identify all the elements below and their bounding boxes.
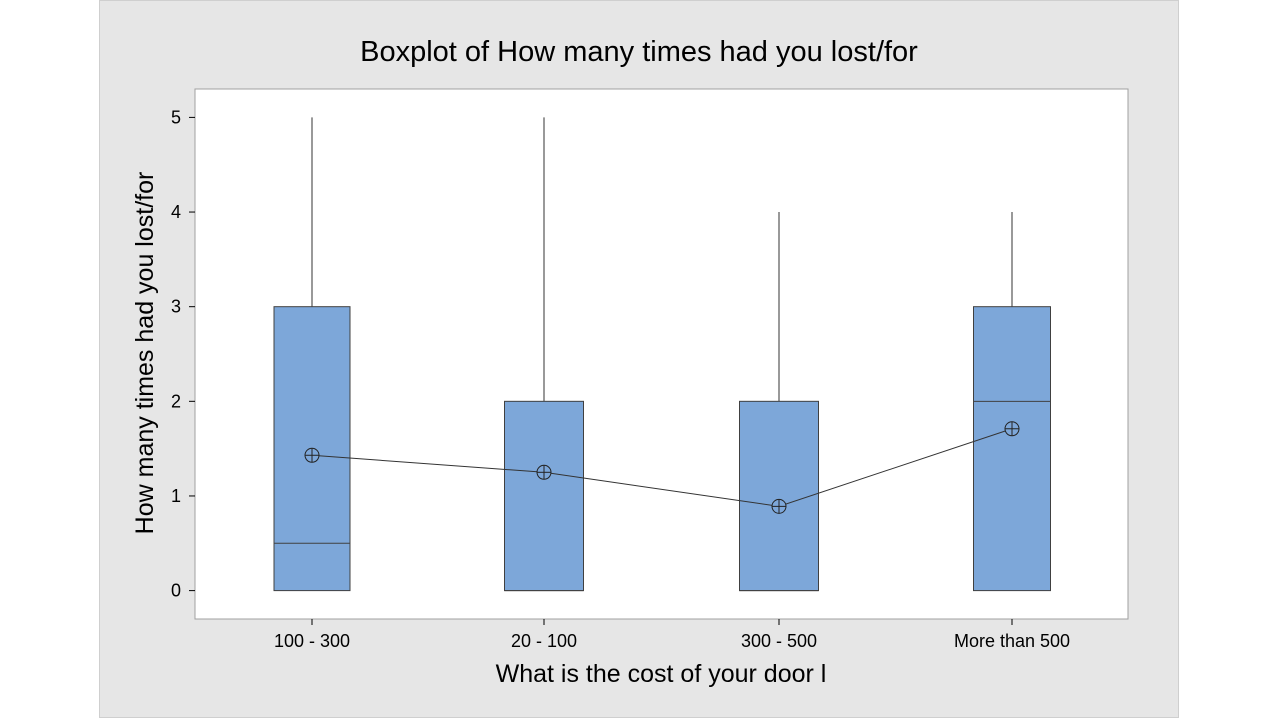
x-tick-label: 300 - 500: [741, 631, 817, 651]
mean-connect-line: [311, 428, 1013, 507]
boxes-group: [273, 117, 1051, 592]
iqr-box: [973, 306, 1051, 592]
iqr-box: [739, 400, 819, 592]
y-axis: 0 1 2 3 4 5: [171, 107, 195, 601]
mean-symbol: [536, 464, 552, 480]
y-axis-title: How many times had you lost/for: [131, 172, 159, 535]
y-tick-label: 1: [171, 486, 181, 506]
box-2: [739, 212, 819, 592]
mean-symbol: [1004, 421, 1020, 437]
chart-frame: Boxplot of How many times had you lost/f…: [99, 0, 1179, 718]
x-tick-label: More than 500: [954, 631, 1070, 651]
y-tick-label: 2: [171, 391, 181, 411]
mean-symbol: [771, 498, 787, 514]
x-tick-label: 100 - 300: [274, 631, 350, 651]
box-1: [504, 117, 584, 592]
y-tick-label: 0: [171, 581, 181, 601]
y-tick-label: 5: [171, 107, 181, 127]
chart-title: Boxplot of How many times had you lost/f…: [360, 36, 918, 68]
x-tick-label: 20 - 100: [511, 631, 577, 651]
mean-group: [304, 421, 1020, 514]
boxplot-chart: Boxplot of How many times had you lost/f…: [131, 36, 1129, 688]
y-tick-label: 4: [171, 202, 181, 222]
y-tick-label: 3: [171, 297, 181, 317]
iqr-box: [504, 400, 584, 592]
x-axis: 100 - 300 20 - 100 300 - 500 More than 500: [274, 619, 1070, 651]
mean-symbol: [304, 447, 320, 463]
x-axis-title: What is the cost of your door l: [496, 660, 827, 688]
box-3: [973, 212, 1051, 592]
